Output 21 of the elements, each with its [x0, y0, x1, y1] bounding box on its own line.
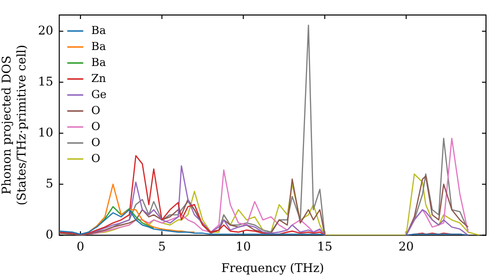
legend-label: O [91, 136, 100, 149]
y-axis-title: Phonon projected DOS (States/THz·primitive cell) [0, 44, 29, 206]
y-tick-label: 20 [38, 23, 54, 38]
y-tick-label: 10 [38, 125, 54, 140]
x-tick-label: 20 [398, 240, 414, 254]
x-tick-label: 5 [158, 240, 166, 254]
legend-label: Ba [91, 56, 106, 69]
legend-label: O [91, 120, 100, 133]
y-tick-label: 15 [38, 74, 54, 88]
y-tick-label: 0 [46, 227, 54, 242]
legend-label: O [91, 104, 100, 117]
x-tick-label: 10 [236, 240, 251, 254]
y-tick-label: 5 [46, 176, 54, 190]
legend-label: Zn [91, 72, 106, 85]
x-axis-title: Frequency (THz) [221, 260, 324, 275]
legend-label: Ge [91, 88, 107, 101]
x-tick-label: 0 [76, 240, 84, 254]
legend-label: O [91, 152, 100, 165]
legend-label: Ba [91, 24, 106, 37]
x-tick-label: 15 [317, 240, 332, 254]
legend-label: Ba [91, 40, 106, 53]
